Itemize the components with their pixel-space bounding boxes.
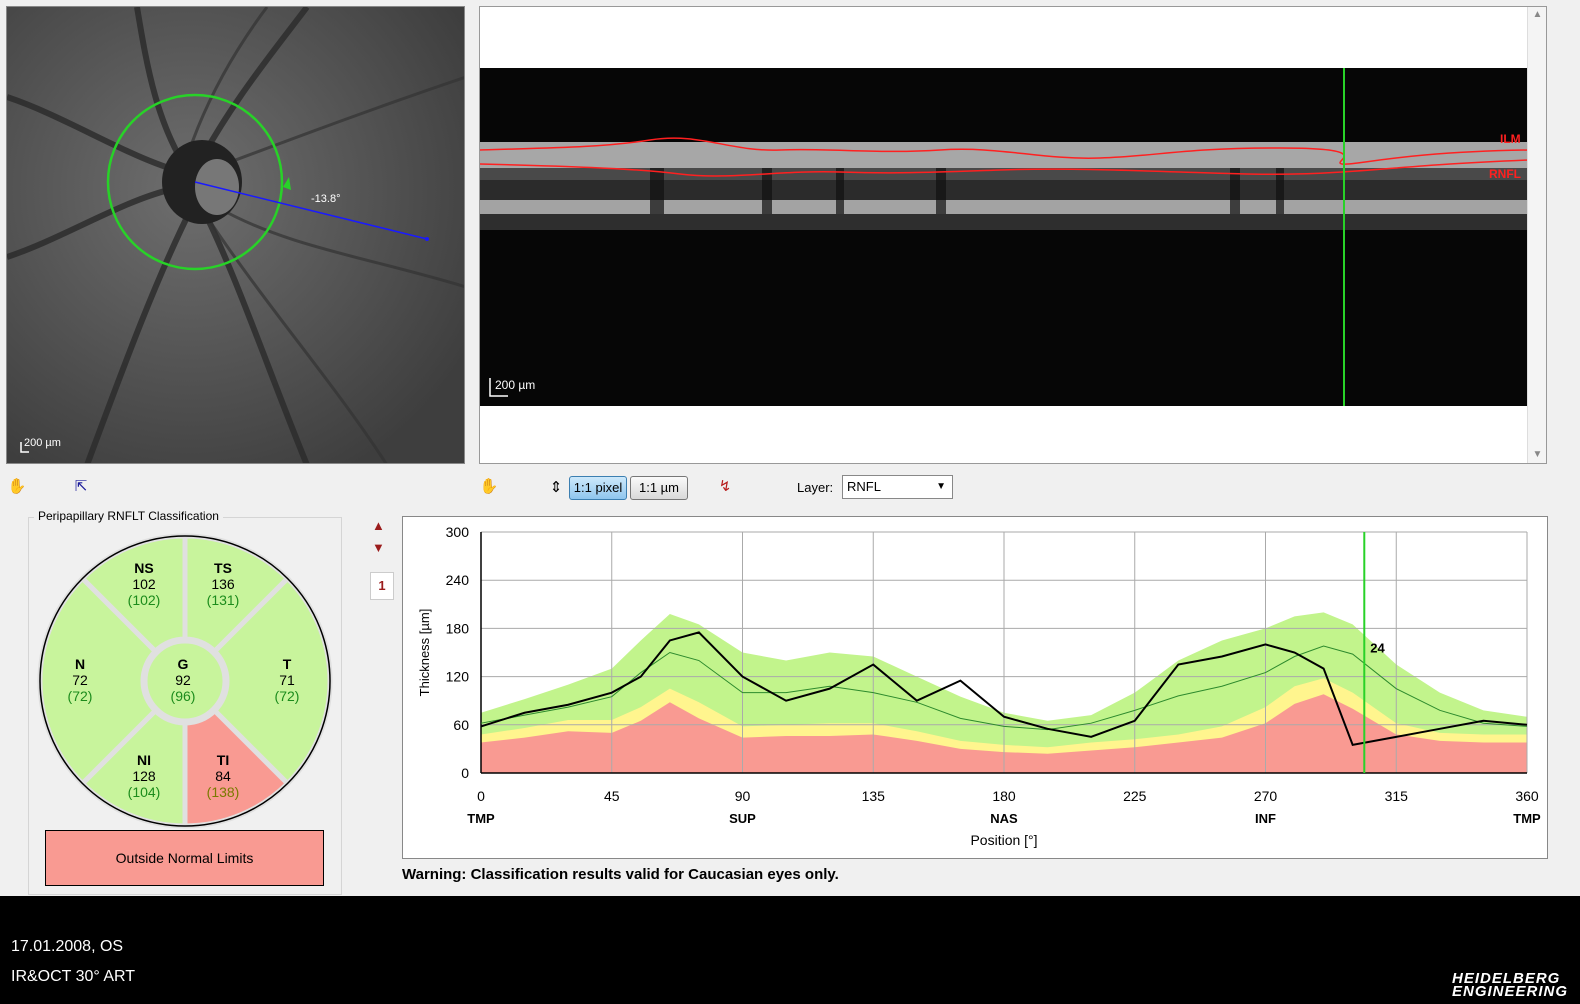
sector-value: 136 [211, 576, 235, 592]
angle-label: -13.8° [311, 193, 341, 205]
one-to-one-pixel-button[interactable]: 1:1 pixel [569, 476, 627, 500]
status-box: Outside Normal Limits [45, 830, 324, 886]
scroll-down-arrow-icon[interactable]: ▼ [1532, 449, 1543, 460]
sector-id: N [74, 656, 86, 672]
region-label: SUP [729, 811, 756, 826]
logo-line1: HEIDELBERG [1451, 970, 1561, 987]
x-tick-label: 90 [735, 788, 751, 804]
sector-normal: (72) [274, 688, 300, 704]
arrow-up-icon[interactable]: ▲ [372, 518, 385, 533]
bscan-image: ILM RNFL 200 µm [480, 68, 1529, 406]
logo-line2: ENGINEERING [1451, 983, 1568, 1000]
y-tick-label: 180 [446, 620, 470, 636]
sector-normal: (131) [206, 592, 240, 608]
x-tick-label: 360 [1515, 788, 1539, 804]
footer: 17.01.2008, OS IR&OCT 30° ART HEIDELBERG… [0, 896, 1580, 1004]
scroll-up-arrow-icon[interactable]: ▲ [1532, 9, 1543, 20]
x-tick-label: 45 [604, 788, 620, 804]
bscan-scale-label: 200 µm [495, 378, 536, 392]
layer-edit-icon[interactable]: ↯ [718, 478, 732, 495]
vertical-scrollbar[interactable]: ▲ ▼ [1527, 7, 1546, 463]
region-label: TMP [467, 811, 495, 826]
bscan-hand-pan-icon[interactable]: ✋ [479, 478, 499, 495]
cursor-label: 24 [1370, 641, 1385, 656]
exam-date: 17.01.2008, OS [11, 938, 124, 955]
fit-height-icon[interactable]: ⇕ [549, 479, 563, 496]
rnfl-graph: 0 60 120 180 240 300 0 45 90 135 180 225 270 315 360 TM… [417, 524, 1541, 848]
heidelberg-logo: HEIDELBERG ENGINEERING [1451, 970, 1568, 1000]
series-patient [480, 631, 1528, 747]
sector-label-ni: NI 128 (104) [114, 752, 174, 800]
sector-value: 72 [72, 672, 88, 688]
sector-label-ts: TS 136 (131) [193, 560, 253, 608]
bscan-panel[interactable]: ILM RNFL 200 µm ▲ ▼ [479, 6, 1547, 464]
sector-value: 71 [279, 672, 295, 688]
sector-value: 102 [132, 576, 156, 592]
sector-value: 128 [132, 768, 156, 784]
x-tick-label: 180 [992, 788, 1016, 804]
x-tick-label: 315 [1385, 788, 1409, 804]
classification-title: Peripapillary RNFLT Classification [34, 509, 223, 523]
x-tick-label: 270 [1254, 788, 1278, 804]
x-axis-label: Position [°] [970, 832, 1037, 848]
sector-id: TS [214, 560, 232, 576]
region-label: NAS [990, 811, 1018, 826]
tab-number[interactable]: 1 [370, 572, 394, 600]
ilm-label: ILM [1500, 132, 1521, 146]
sector-id: G [177, 656, 189, 672]
hand-pan-icon[interactable]: ✋ [7, 478, 27, 495]
fundus-scale-label: 200 µm [24, 437, 61, 449]
warning-text: Warning: Classification results valid fo… [402, 866, 839, 883]
sector-g [142, 638, 228, 724]
arrow-down-icon[interactable]: ▼ [372, 540, 385, 555]
y-tick-label: 120 [446, 669, 470, 685]
exam-type: IR&OCT 30° ART [11, 968, 136, 985]
chevron-down-icon: ▼ [936, 481, 946, 492]
layer-select[interactable]: RNFL ▼ [842, 475, 953, 499]
y-axis-label: Thickness [µm] [417, 609, 432, 697]
sector-label-n: N 72 (72) [50, 656, 110, 704]
sector-id: NI [137, 752, 151, 768]
one-to-one-um-button[interactable]: 1:1 µm [630, 476, 688, 500]
sector-label-t: T 71 (72) [257, 656, 317, 704]
y-tick-label: 300 [446, 524, 470, 540]
fundus-graphic [7, 7, 464, 463]
y-tick-label: 60 [453, 717, 469, 733]
sector-normal: (138) [206, 784, 240, 800]
sector-normal: (72) [67, 688, 93, 704]
measure-cursor-icon[interactable]: ⇱ [74, 478, 88, 495]
layer-label: Layer: [797, 480, 834, 495]
y-tick-label: 0 [461, 765, 469, 781]
sector-label-g: G 92 (96) [153, 656, 213, 704]
sector-normal: (102) [127, 592, 161, 608]
region-label: INF [1255, 811, 1276, 826]
layer-select-value: RNFL [847, 479, 881, 494]
sector-label-ns: NS 102 (102) [114, 560, 174, 608]
sector-id: T [282, 656, 292, 672]
sector-normal: (96) [170, 688, 196, 704]
sector-normal: (104) [127, 784, 161, 800]
y-tick-label: 240 [446, 572, 470, 588]
bscan-graphic [480, 68, 1529, 406]
rnfl-graph-panel: 0 60 120 180 240 300 0 45 90 135 180 225 270 315 360 TM… [402, 516, 1548, 859]
sector-chart [37, 533, 333, 829]
sector-value: 84 [215, 768, 231, 784]
x-tick-label: 0 [477, 788, 485, 804]
sector-id: NS [134, 560, 154, 576]
region-label: TMP [1513, 811, 1541, 826]
sector-outline [39, 535, 331, 827]
fundus-image[interactable]: -13.8° 200 µm [6, 6, 465, 464]
rnfl-label: RNFL [1489, 167, 1521, 181]
sector-value: 92 [175, 672, 191, 688]
x-tick-label: 225 [1123, 788, 1147, 804]
sector-id: TI [216, 752, 230, 768]
x-tick-label: 135 [862, 788, 886, 804]
sector-label-ti: TI 84 (138) [193, 752, 253, 800]
sector-diagram: NS 102 (102) TS 136 (131) N 72 (72) G 92 (96) T 71 (72… [36, 532, 334, 830]
